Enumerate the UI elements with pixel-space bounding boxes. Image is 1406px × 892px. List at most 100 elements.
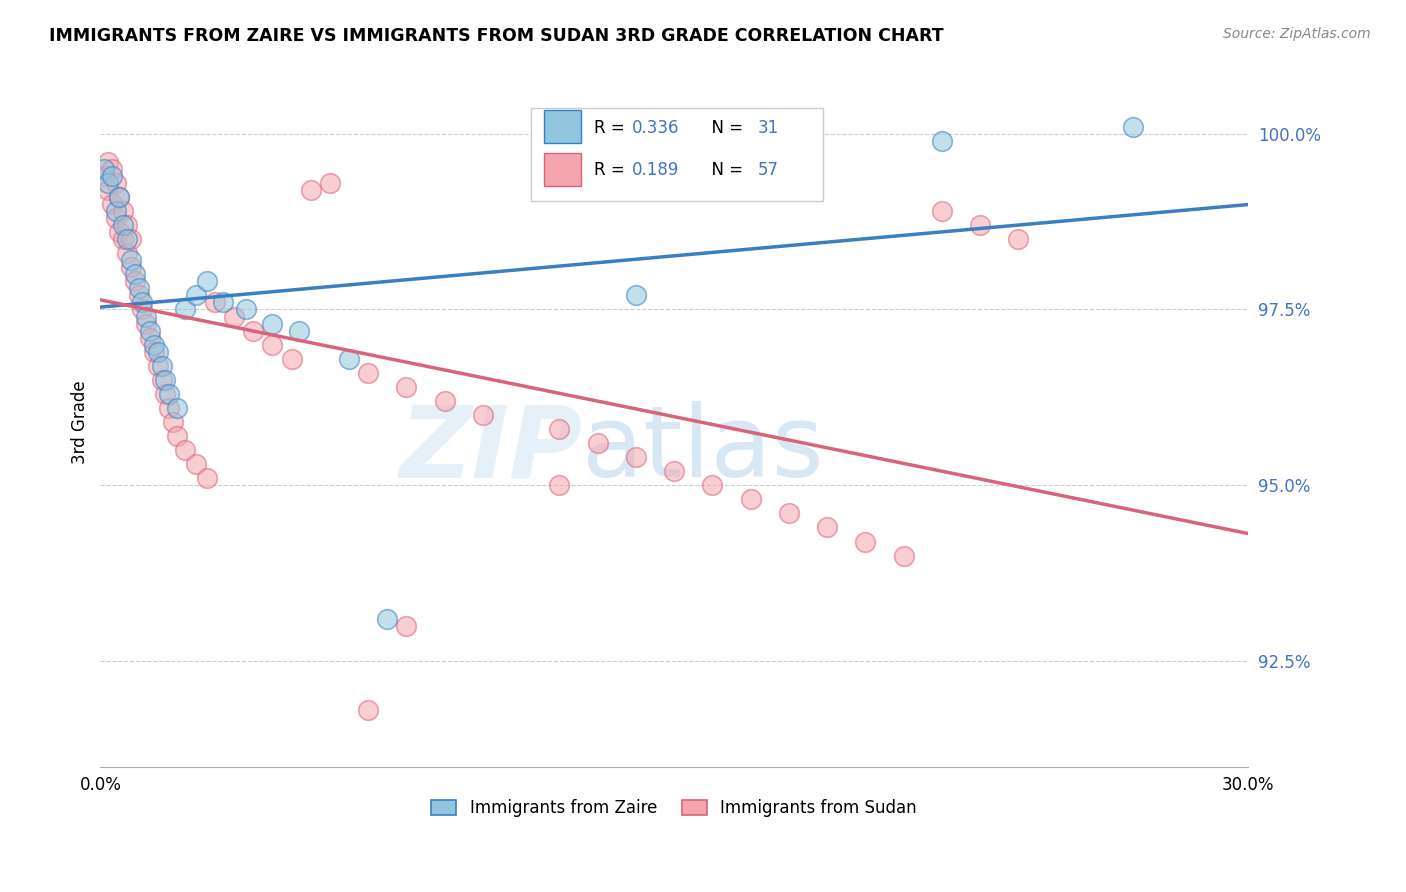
Point [112, 204, 135, 219]
Point [262, 337, 284, 351]
Point [855, 534, 877, 549]
Point [815, 520, 838, 534]
Point [548, 478, 571, 492]
Point [224, 310, 246, 324]
Point [124, 268, 146, 282]
Point [548, 422, 571, 436]
Point [157, 401, 180, 415]
Point [101, 197, 124, 211]
Text: R =: R = [593, 119, 630, 136]
Point [395, 380, 418, 394]
Text: atlas: atlas [582, 401, 824, 498]
Point [586, 436, 609, 450]
Point [112, 232, 135, 246]
Point [97, 183, 120, 197]
Point [173, 302, 195, 317]
Point [184, 457, 207, 471]
Point [197, 471, 219, 485]
Text: 57: 57 [758, 161, 779, 179]
Point [184, 288, 207, 302]
Point [120, 260, 142, 275]
Point [104, 211, 127, 225]
Text: N =: N = [700, 161, 748, 179]
Point [1007, 232, 1029, 246]
Point [115, 218, 138, 232]
Text: Source: ZipAtlas.com: Source: ZipAtlas.com [1223, 27, 1371, 41]
Point [142, 337, 165, 351]
Point [197, 274, 219, 288]
Point [1122, 120, 1144, 134]
Point [131, 302, 153, 317]
Point [662, 464, 685, 478]
Point [146, 359, 169, 373]
Point [204, 295, 226, 310]
Point [288, 324, 311, 338]
Point [115, 232, 138, 246]
Point [101, 161, 124, 176]
Point [108, 225, 131, 239]
Point [135, 317, 157, 331]
Point [150, 359, 173, 373]
Text: 31: 31 [758, 119, 779, 136]
Point [357, 366, 380, 380]
Point [120, 253, 142, 268]
Point [104, 176, 127, 190]
Point [778, 507, 800, 521]
Point [235, 302, 257, 317]
FancyBboxPatch shape [530, 109, 824, 202]
Point [433, 393, 456, 408]
Text: IMMIGRANTS FROM ZAIRE VS IMMIGRANTS FROM SUDAN 3RD GRADE CORRELATION CHART: IMMIGRANTS FROM ZAIRE VS IMMIGRANTS FROM… [49, 27, 943, 45]
Point [471, 408, 494, 422]
Point [337, 351, 360, 366]
Point [166, 429, 188, 443]
Point [97, 154, 120, 169]
Point [155, 387, 177, 401]
Point [155, 373, 177, 387]
Point [280, 351, 302, 366]
Point [124, 274, 146, 288]
Text: N =: N = [700, 119, 748, 136]
Point [262, 317, 284, 331]
Point [108, 190, 131, 204]
Point [101, 169, 124, 183]
Point [104, 204, 127, 219]
Point [146, 344, 169, 359]
Point [135, 310, 157, 324]
Point [740, 492, 762, 507]
Point [242, 324, 264, 338]
Point [375, 612, 398, 626]
Point [173, 443, 195, 458]
Point [142, 344, 165, 359]
Point [93, 161, 115, 176]
Y-axis label: 3rd Grade: 3rd Grade [72, 380, 89, 464]
Text: 0.336: 0.336 [631, 119, 679, 136]
Text: ZIP: ZIP [399, 401, 582, 498]
Point [131, 295, 153, 310]
Point [108, 190, 131, 204]
Point [112, 218, 135, 232]
Point [624, 288, 647, 302]
Point [128, 281, 150, 295]
Point [893, 549, 915, 563]
Point [97, 176, 120, 190]
Point [969, 218, 991, 232]
Point [128, 288, 150, 302]
Point [299, 183, 322, 197]
Point [115, 246, 138, 260]
Point [931, 134, 953, 148]
Text: 0.189: 0.189 [631, 161, 679, 179]
Point [319, 176, 342, 190]
Legend: Immigrants from Zaire, Immigrants from Sudan: Immigrants from Zaire, Immigrants from S… [425, 792, 924, 823]
Point [120, 232, 142, 246]
Point [931, 204, 953, 219]
Point [150, 373, 173, 387]
Point [624, 450, 647, 465]
Point [395, 619, 418, 633]
Point [357, 703, 380, 717]
Text: R =: R = [593, 161, 630, 179]
Point [702, 478, 724, 492]
Point [139, 330, 162, 344]
Point [166, 401, 188, 415]
Point [211, 295, 233, 310]
Point [157, 387, 180, 401]
